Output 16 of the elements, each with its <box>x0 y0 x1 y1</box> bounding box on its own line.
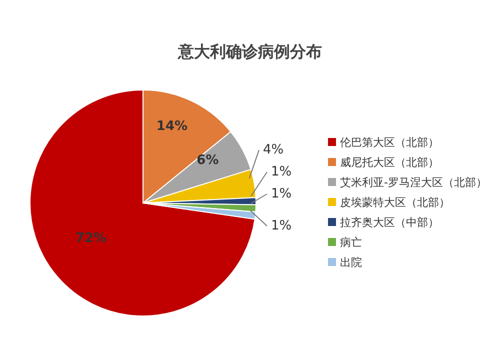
chart-title: 意大利确诊病例分布 <box>176 42 323 63</box>
data-label: 1% <box>271 164 292 180</box>
data-label: 14% <box>156 119 188 134</box>
legend-label: 病亡 <box>340 234 362 250</box>
data-label: 4% <box>263 142 284 158</box>
pie-slice <box>30 90 256 316</box>
legend-label: 伦巴第大区（北部） <box>340 134 439 150</box>
data-label: 6% <box>196 153 219 168</box>
legend-label: 拉齐奥大区（中部） <box>340 214 439 230</box>
legend-label: 皮埃蒙特大区（北部） <box>340 194 450 210</box>
legend-label: 艾米利亚-罗马涅大区（北部） <box>340 174 487 190</box>
data-label: 1% <box>271 186 292 202</box>
data-label: 1% <box>271 218 292 234</box>
data-label: 72% <box>75 231 107 246</box>
legend-label: 出院 <box>340 254 362 270</box>
legend-label: 威尼托大区（北部） <box>340 154 439 170</box>
